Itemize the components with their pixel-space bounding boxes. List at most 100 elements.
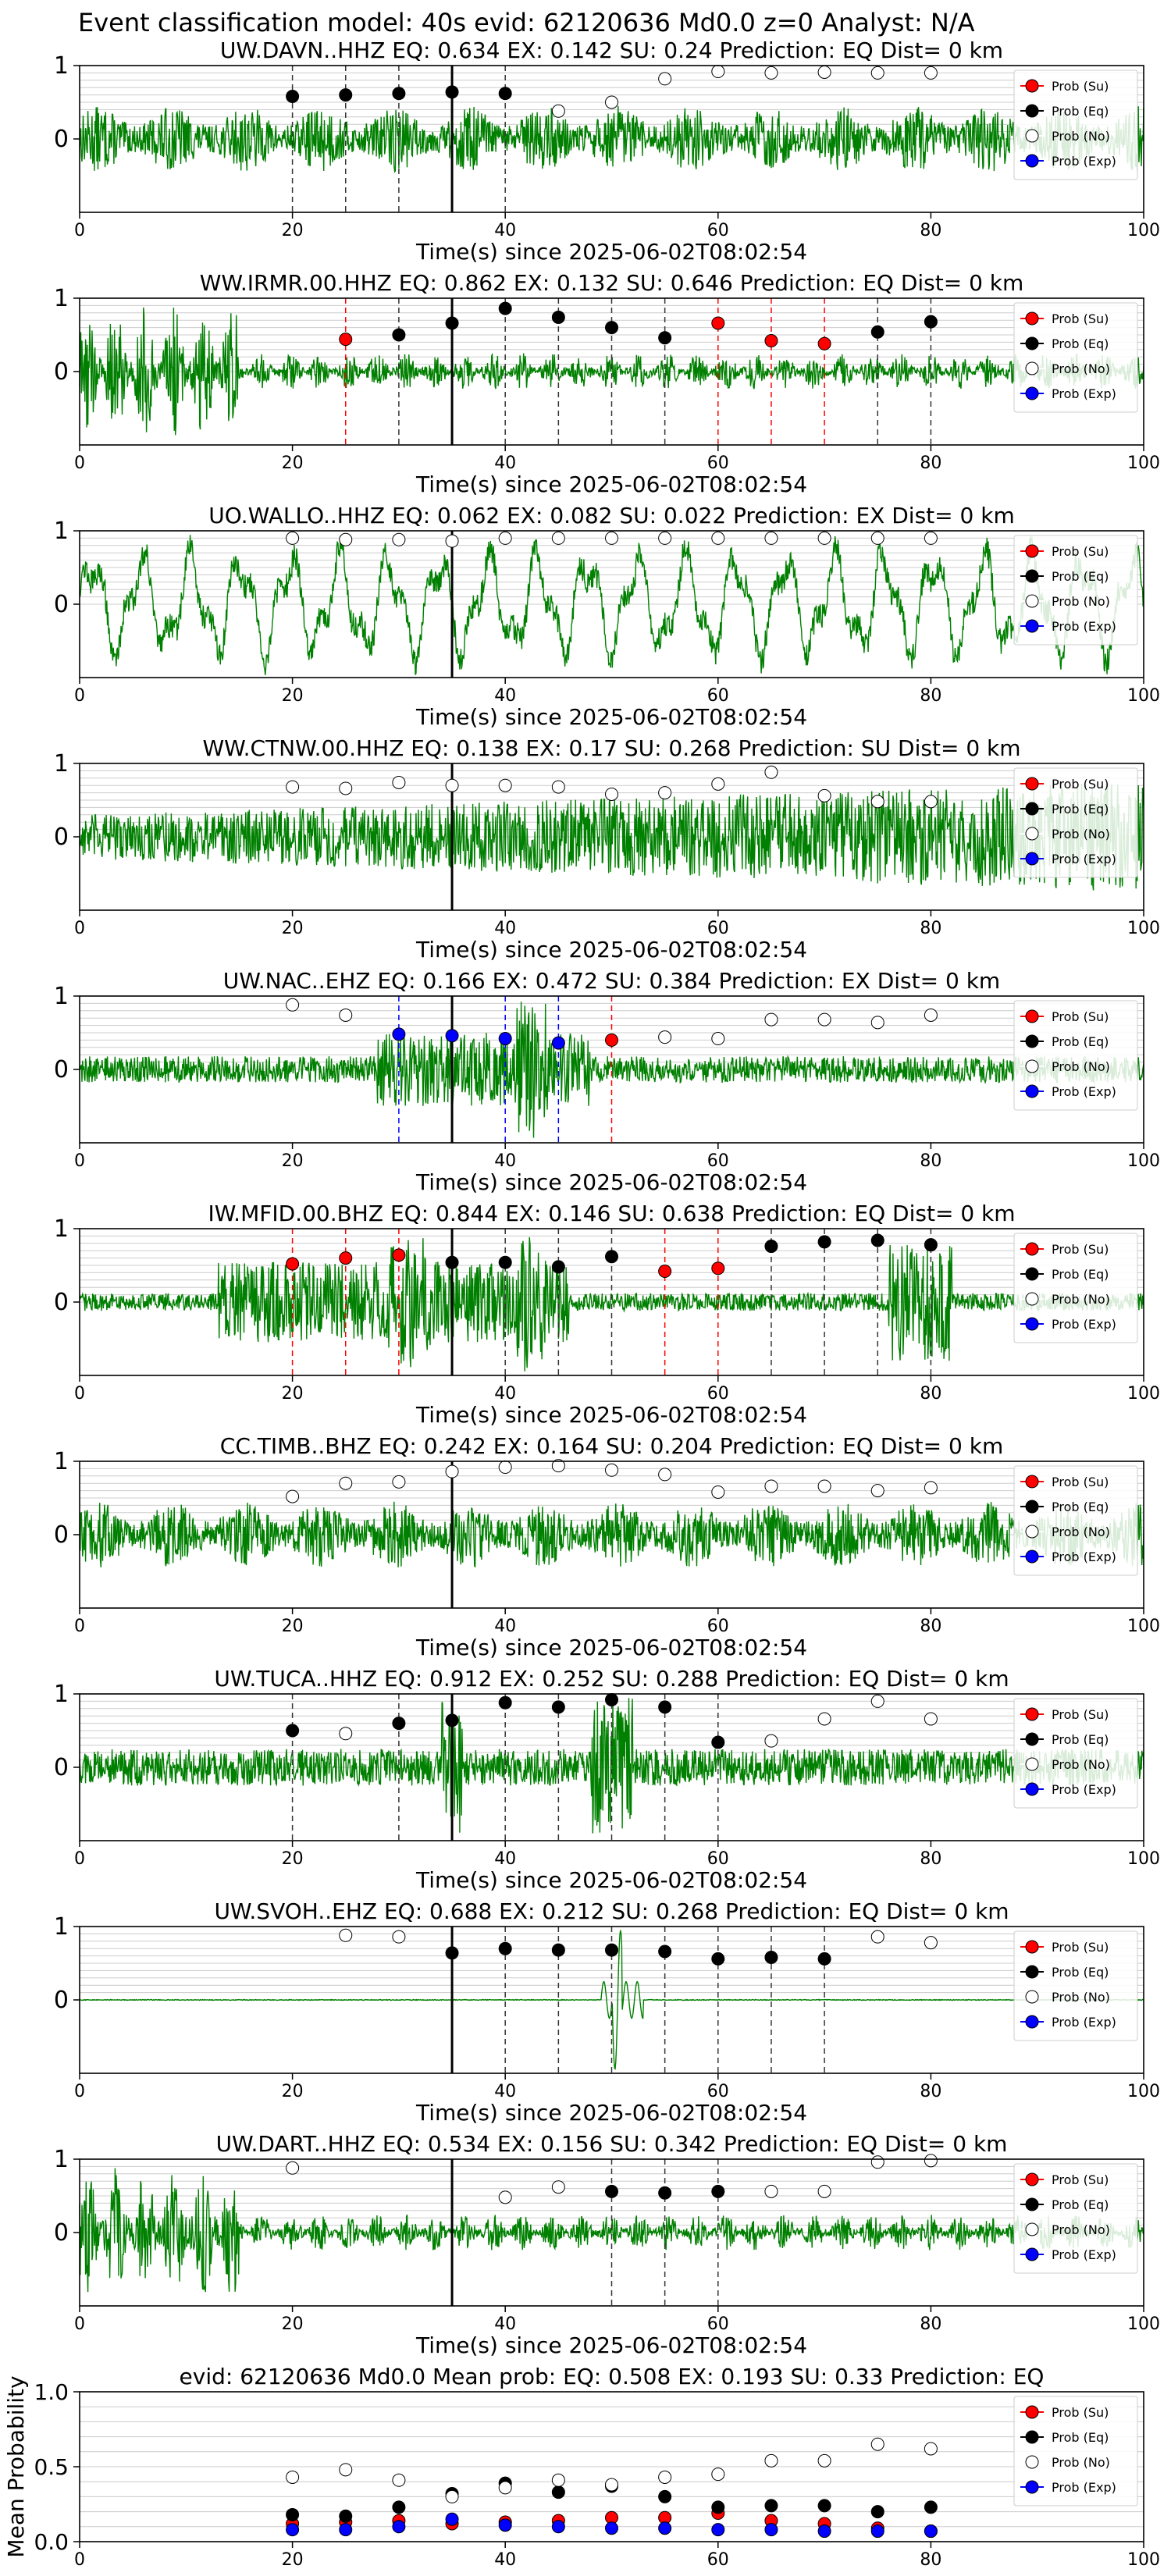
prob-marker-no: [392, 1930, 406, 1944]
prob-marker-eq: [924, 1238, 938, 1252]
prob-marker-no: [870, 795, 884, 809]
prob-marker-no: [286, 780, 300, 794]
waveform-trace: [79, 1501, 1144, 1568]
panel-title: WW.IRMR.00.HHZ EQ: 0.862 EX: 0.132 SU: 0…: [200, 270, 1024, 296]
prob-marker-no: [764, 765, 778, 779]
legend-marker-exp: [1025, 2247, 1039, 2261]
prob-marker-eq: [498, 301, 512, 315]
legend-marker-exp: [1025, 386, 1039, 400]
legend-label-eq: Prob (Eq): [1052, 104, 1109, 119]
prob-marker-no: [817, 531, 831, 545]
prob-marker-no: [286, 1489, 300, 1503]
legend-label-eq: Prob (Eq): [1052, 2197, 1109, 2212]
mean-marker-exp: [764, 2523, 778, 2537]
legend-label-no: Prob (No): [1052, 2455, 1110, 2470]
x-tick-label: 40: [494, 1384, 516, 1404]
legend-marker-eq: [1025, 104, 1039, 118]
x-tick-label: 40: [494, 1617, 516, 1636]
y-tick-label: 1: [54, 1913, 69, 1941]
prob-marker-su: [711, 1261, 725, 1276]
prob-marker-no: [286, 531, 300, 545]
x-tick-label: 20: [282, 2314, 304, 2334]
x-tick-label: 60: [707, 1849, 729, 1869]
legend-box: [1013, 1465, 1138, 1576]
mean-marker-exp: [817, 2524, 831, 2539]
x-tick-label: 40: [494, 686, 516, 706]
mean-marker-exp: [392, 2520, 406, 2534]
prob-marker-eq: [445, 1946, 459, 1960]
legend-marker-eq: [1025, 2197, 1039, 2211]
mean-marker-exp: [286, 2523, 300, 2537]
y-tick-label: 0: [54, 1521, 69, 1549]
x-tick-label: 20: [282, 454, 304, 473]
legend-marker-eq: [1025, 569, 1039, 583]
prob-marker-eq: [498, 1255, 512, 1269]
prob-marker-no: [711, 777, 725, 791]
x-tick-label: 0: [74, 1384, 85, 1404]
prob-marker-no: [445, 778, 459, 792]
mean-marker-eq: [392, 2500, 406, 2514]
prob-marker-no: [339, 1476, 353, 1490]
prob-marker-no: [658, 1030, 672, 1044]
panel-8: UW.TUCA..HHZ EQ: 0.912 EX: 0.252 SU: 0.2…: [54, 1666, 1160, 1893]
legend-marker-eq: [1025, 1500, 1039, 1514]
prob-marker-no: [658, 1468, 672, 1482]
prob-marker-no: [498, 2190, 512, 2204]
legend-label-exp: Prob (Exp): [1052, 1782, 1116, 1797]
x-tick-label: 80: [920, 1151, 941, 1171]
prob-marker-no: [551, 104, 565, 118]
prob-marker-no: [658, 531, 672, 545]
panel-6: IW.MFID.00.BHZ EQ: 0.844 EX: 0.146 SU: 0…: [54, 1201, 1160, 1428]
legend-label-su: Prob (Su): [1052, 2172, 1109, 2187]
prob-marker-eq: [658, 1700, 672, 1714]
prob-marker-eq: [605, 1943, 618, 1957]
mean-marker-exp: [924, 2524, 938, 2539]
x-tick-label: 100: [1127, 1151, 1160, 1171]
mean-marker-exp: [445, 2512, 459, 2526]
mean-marker-eq: [870, 2505, 884, 2519]
x-tick-label: 20: [282, 1617, 304, 1636]
x-tick-label: 0: [74, 919, 85, 938]
prob-marker-eq: [711, 1735, 725, 1749]
mean-marker-no: [817, 2453, 831, 2467]
x-tick-label: 60: [707, 686, 729, 706]
x-tick-label: 0: [74, 1617, 85, 1636]
x-tick-label: 0: [74, 1849, 85, 1869]
prob-marker-no: [551, 531, 565, 545]
x-tick-label: 100: [1127, 1384, 1160, 1404]
mean-marker-no: [764, 2453, 778, 2467]
legend-label-su: Prob (Su): [1052, 1707, 1109, 1722]
legend-label-exp: Prob (Exp): [1052, 2480, 1116, 2495]
prob-marker-no: [870, 2155, 884, 2169]
x-tick-label: 100: [1127, 2314, 1160, 2334]
legend-label-su: Prob (Su): [1052, 1242, 1109, 1257]
waveform-trace: [79, 535, 1144, 675]
legend-marker-exp: [1025, 852, 1039, 866]
prob-marker-no: [870, 1930, 884, 1944]
legend-label-eq: Prob (Eq): [1052, 336, 1109, 351]
prob-marker-no: [817, 2184, 831, 2198]
x-tick-label: 0: [74, 2550, 85, 2570]
prob-marker-exp: [551, 1036, 565, 1050]
prob-marker-su: [286, 1257, 300, 1271]
x-axis-label: Time(s) since 2025-06-02T08:02:54: [415, 239, 807, 265]
prob-marker-no: [339, 1008, 353, 1022]
prob-marker-no: [339, 1727, 353, 1741]
panel-title: evid: 62120636 Md0.0 Mean prob: EQ: 0.50…: [180, 2364, 1045, 2389]
prob-marker-no: [445, 534, 459, 548]
legend-box: [1013, 1698, 1138, 1809]
legend-marker-eq: [1025, 1965, 1039, 1979]
legend-marker-no: [1025, 827, 1039, 841]
legend-label-eq: Prob (Eq): [1052, 1965, 1109, 1980]
prob-marker-no: [605, 1463, 618, 1477]
prob-marker-eq: [870, 1233, 884, 1247]
x-tick-label: 80: [920, 1617, 941, 1636]
prob-marker-no: [924, 2154, 938, 2168]
prob-marker-no: [870, 531, 884, 545]
legend-box: [1013, 1000, 1138, 1111]
prob-marker-eq: [286, 1724, 300, 1738]
prob-marker-no: [817, 1479, 831, 1493]
legend-marker-eq: [1025, 802, 1039, 816]
y-tick-label: 0: [54, 1754, 69, 1781]
prob-marker-su: [817, 336, 831, 350]
